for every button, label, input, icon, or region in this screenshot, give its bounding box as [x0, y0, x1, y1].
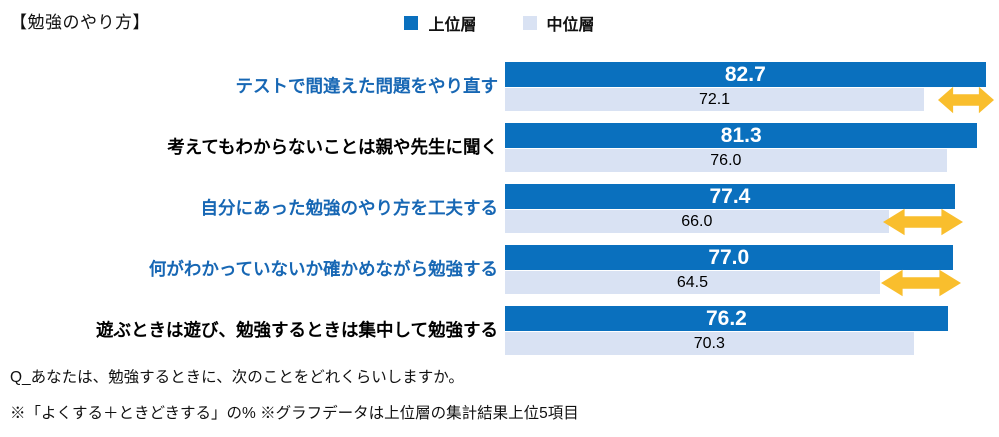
- chart-row: 何がわかっていないか確かめながら勉強する 77.0 64.5: [0, 245, 999, 297]
- value-label-upper: 76.2: [705, 307, 747, 330]
- bar-upper-tier: 82.7: [505, 62, 986, 87]
- chart-row: テストで間違えた問題をやり直す 82.7 72.1: [0, 62, 999, 114]
- category-label: 遊ぶときは遊び、勉強するときは集中して勉強する: [96, 319, 498, 340]
- value-label-upper: 81.3: [720, 124, 762, 147]
- legend-item-upper-tier: 上位層: [404, 11, 477, 35]
- gap-arrow-icon: [937, 86, 994, 114]
- legend-label-middle-tier: 中位層: [546, 17, 595, 34]
- category-label: 考えてもわからないことは親や先生に聞く: [167, 136, 498, 157]
- bar-upper-tier: 76.2: [505, 306, 948, 331]
- bar-upper-tier: 81.3: [505, 123, 978, 148]
- bar-group: 82.7 72.1: [505, 62, 999, 114]
- chart-legend: 上位層 中位層: [0, 11, 999, 35]
- bar-middle-tier: 76.0: [505, 149, 947, 172]
- gap-arrow-icon: [880, 269, 961, 297]
- value-label-middle: 64.5: [676, 273, 708, 291]
- footnote-text: ※「よくする＋ときどきする」の% ※グラフデータは上位層の集計結果上位5項目: [10, 405, 579, 422]
- bar-group: 76.2 70.3: [505, 306, 999, 355]
- bar-middle-tier: 72.1: [505, 88, 925, 111]
- value-label-upper: 77.4: [709, 185, 751, 208]
- legend-item-middle-tier: 中位層: [522, 11, 595, 35]
- chart-row: 遊ぶときは遊び、勉強するときは集中して勉強する 76.2 70.3: [0, 306, 999, 355]
- value-label-middle: 72.1: [698, 90, 731, 108]
- bar-middle-tier: 64.5: [505, 271, 880, 294]
- value-label-upper: 82.7: [724, 63, 766, 86]
- bar-upper-tier: 77.4: [505, 184, 955, 209]
- legend-swatch-middle-tier-icon: [522, 16, 537, 30]
- value-label-middle: 70.3: [693, 334, 725, 352]
- value-label-upper: 77.0: [708, 246, 750, 269]
- bar-middle-tier: 66.0: [505, 210, 889, 233]
- chart-plot-area: テストで間違えた問題をやり直す 82.7 72.1 考えてもわからないことは親や…: [0, 62, 999, 367]
- value-label-middle: 76.0: [710, 151, 742, 169]
- bar-group: 81.3 76.0: [505, 123, 999, 172]
- legend-label-upper-tier: 上位層: [428, 17, 477, 34]
- survey-question-text: Q_あなたは、勉強するときに、次のことをどれくらいしますか。: [10, 369, 464, 386]
- chart-row: 自分にあった勉強のやり方を工夫する 77.4 66.0: [0, 184, 999, 236]
- value-label-middle: 66.0: [681, 212, 713, 230]
- bar-upper-tier: 77.0: [505, 245, 953, 270]
- page-title: 【勉強のやり方】: [10, 13, 150, 32]
- chart-row: 考えてもわからないことは親や先生に聞く 81.3 76.0: [0, 123, 999, 172]
- category-label: テストで間違えた問題をやり直す: [235, 75, 499, 96]
- bar-group: 77.4 66.0: [505, 184, 999, 236]
- category-label: 自分にあった勉強のやり方を工夫する: [200, 197, 499, 218]
- bar-group: 77.0 64.5: [505, 245, 999, 297]
- category-label: 何がわかっていないか確かめながら勉強する: [148, 258, 498, 279]
- bar-middle-tier: 70.3: [505, 332, 914, 355]
- gap-arrow-icon: [882, 208, 963, 236]
- legend-swatch-upper-tier-icon: [404, 16, 419, 30]
